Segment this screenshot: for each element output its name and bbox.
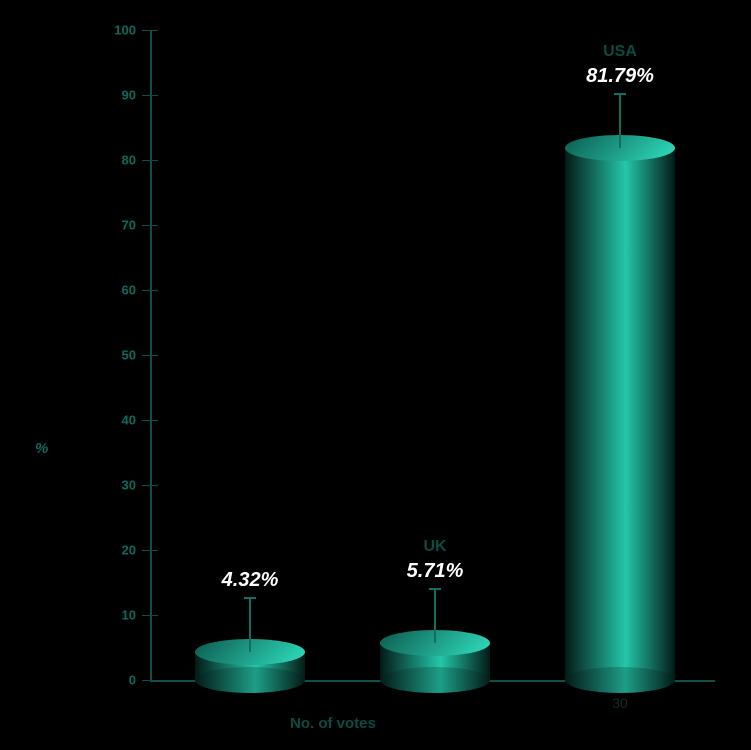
y-tick-label: 70: [76, 218, 136, 233]
bar-bottom-ellipse: [565, 667, 675, 693]
y-tick-label: 100: [76, 23, 136, 38]
grid-line: [142, 680, 158, 681]
bar-label-stem: [619, 93, 621, 148]
y-tick-label: 0: [76, 673, 136, 688]
y-tick-label: 60: [76, 283, 136, 298]
grid-line: [142, 225, 158, 226]
grid-line: [142, 160, 158, 161]
bar-body: [565, 148, 675, 680]
bar-value-label: 81.79%: [550, 65, 690, 88]
cylinder-bar-chart: 0 10 20 30 40 50 60 70 80 90 100% 4.32% 5.71% UK 81.79…: [0, 0, 751, 750]
y-tick-label: 50: [76, 348, 136, 363]
grid-line: [142, 30, 158, 31]
bar-label-stem: [249, 597, 251, 652]
bar-bottom-ellipse: [380, 667, 490, 693]
y-tick-label: 90: [76, 88, 136, 103]
y-axis-title: %: [35, 440, 48, 457]
grid-line: [142, 420, 158, 421]
y-tick-label: 40: [76, 413, 136, 428]
bar-label-stem-tick: [614, 93, 626, 95]
grid-line: [142, 95, 158, 96]
bar-label-stem-tick: [429, 588, 441, 590]
bar-name-label: UK: [365, 538, 505, 556]
bar-bottom-ellipse: [195, 667, 305, 693]
bar-label-stem: [434, 588, 436, 643]
bar-value-label: 5.71%: [365, 560, 505, 583]
bar-label-stem-tick: [244, 597, 256, 599]
y-tick-label: 10: [76, 608, 136, 623]
y-tick-label: 30: [76, 478, 136, 493]
grid-line: [142, 550, 158, 551]
bar-name-label: USA: [550, 43, 690, 61]
grid-line: [142, 290, 158, 291]
grid-line: [142, 485, 158, 486]
y-tick-label: 80: [76, 153, 136, 168]
bar-value-label: 4.32%: [180, 569, 320, 592]
grid-line: [142, 615, 158, 616]
x-axis-title: No. of votes: [290, 715, 376, 732]
y-tick-label: 20: [76, 543, 136, 558]
x-tick-label: 30: [590, 695, 650, 711]
grid-line: [142, 355, 158, 356]
